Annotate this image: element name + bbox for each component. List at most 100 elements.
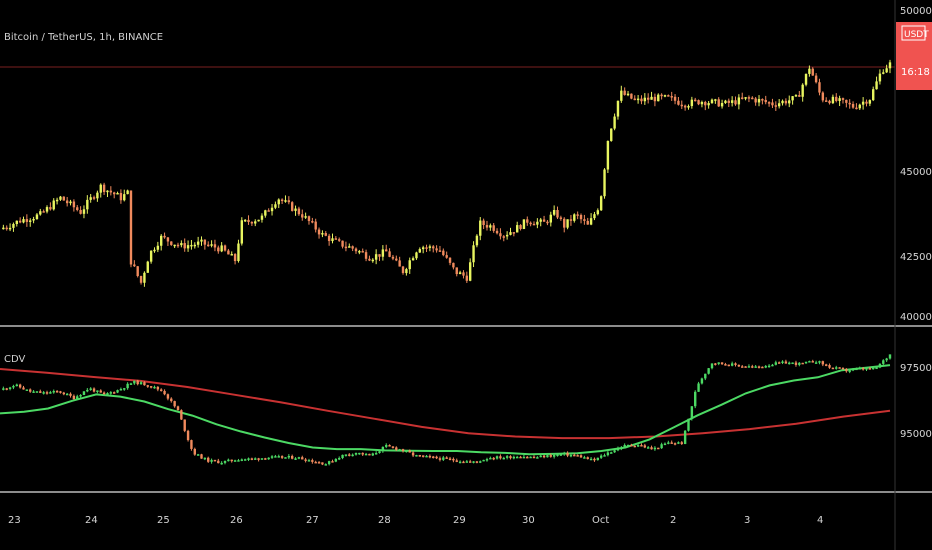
x-tick-label: 4 [817, 515, 823, 526]
cdv-candle-body [314, 461, 317, 464]
cdv-candle-body [690, 406, 694, 419]
cdv-candle-body [589, 458, 593, 461]
candle-body [361, 251, 364, 253]
candle-body [334, 238, 338, 240]
candle-body [22, 219, 25, 223]
x-tick-label: 3 [744, 515, 750, 526]
cdv-candle-body [35, 391, 39, 393]
candle-body [657, 94, 660, 102]
cdv-candle-body [348, 454, 351, 456]
cdv-candle-body [321, 462, 324, 465]
cdv-candle-body [55, 390, 59, 393]
cdv-candle-body [599, 455, 603, 458]
cdv-candle-body [294, 458, 297, 460]
cdv-candle-body [835, 367, 838, 369]
candle-body [563, 218, 566, 228]
cdv-candle-body [828, 365, 831, 368]
candle-body [687, 106, 690, 108]
candle-body [865, 101, 868, 104]
candle-body [542, 219, 546, 222]
chart-title: Bitcoin / TetherUS, 1h, BINANCE [4, 32, 163, 43]
cdv-candle-body [519, 456, 522, 459]
candle-body [848, 102, 851, 105]
cdv-candle-body [680, 442, 683, 444]
cdv-candle-body [190, 440, 193, 449]
cdv-candle-body [92, 388, 96, 392]
cdv-candle-body [378, 451, 381, 454]
candle-body [415, 252, 418, 259]
candle-body [626, 93, 630, 96]
cdv-candle-body [405, 450, 408, 453]
cdv-candle-body [227, 459, 230, 462]
candle-body [223, 245, 227, 251]
cdv-candle-body [82, 391, 86, 395]
cdv-candle-body [109, 392, 113, 394]
cdv-candle-body [435, 456, 438, 459]
candle-body [42, 211, 45, 213]
cdv-candle-body [280, 456, 284, 458]
cdv-candle-body [89, 388, 92, 390]
cdv-candle-body [596, 457, 600, 461]
candle-body [458, 272, 462, 275]
cdv-candle-body [623, 445, 626, 448]
candle-body [549, 214, 552, 223]
cdv-candle-body [381, 446, 385, 452]
candle-body [653, 96, 657, 102]
cdv-candle-body [841, 368, 845, 370]
candle-body [576, 214, 579, 216]
candle-body [462, 272, 465, 276]
cdv-candle-body [233, 460, 237, 462]
candle-body [814, 75, 818, 83]
candle-body [438, 250, 442, 252]
candle-body [290, 202, 294, 211]
cdv-candle-body [217, 460, 220, 464]
candle-body [858, 104, 861, 109]
candle-body [220, 245, 223, 252]
cdv-candle-body [620, 447, 623, 450]
y-tick-label: 95000.00 [900, 429, 932, 440]
candle-body [112, 192, 116, 195]
cdv-candle-body [710, 363, 714, 369]
cdv-candle-body [771, 364, 774, 367]
cdv-candle-body [176, 406, 180, 411]
candle-body [589, 218, 593, 225]
candle-body [311, 221, 314, 223]
cdv-candle-body [542, 455, 546, 458]
cdv-candle-body [442, 457, 445, 460]
cdv-candle-body [801, 362, 804, 365]
cdv-candle-body [704, 373, 707, 379]
cdv-candle-body [818, 361, 821, 363]
cdv-candle-body [398, 449, 401, 451]
cdv-candle-body [808, 361, 811, 363]
candle-body [65, 200, 69, 204]
cdv-candle-body [72, 395, 76, 400]
cdv-candle-body [368, 453, 371, 456]
cdv-candle-body [573, 454, 576, 457]
cdv-candle-body [845, 368, 848, 372]
candle-body [307, 216, 311, 222]
cdv-candle-body [8, 387, 12, 389]
cdv-candle-body [287, 456, 291, 458]
candle-body [146, 261, 149, 273]
cdv-candle-body [717, 362, 720, 364]
cdv-candle-body [495, 456, 499, 459]
cdv-candle-body [86, 389, 89, 392]
candle-body [408, 260, 411, 270]
candle-body [213, 244, 217, 248]
candle-body [301, 214, 304, 218]
cdv-candle-body [186, 430, 190, 441]
candle-body [45, 207, 49, 212]
cdv-candle-body [139, 382, 143, 385]
cdv-candle-body [754, 366, 757, 368]
cdv-candle-body [29, 389, 32, 392]
cdv-candle-body [96, 390, 99, 392]
candle-body [861, 101, 865, 105]
candle-body [751, 97, 754, 100]
candle-body [455, 267, 458, 275]
cdv-candle-body [569, 454, 573, 457]
cdv-candle-body [626, 444, 630, 447]
cdv-candle-body [361, 452, 364, 455]
cdv-candle-body [757, 366, 761, 368]
candle-body [89, 197, 92, 200]
cdv-candle-body [697, 383, 700, 392]
